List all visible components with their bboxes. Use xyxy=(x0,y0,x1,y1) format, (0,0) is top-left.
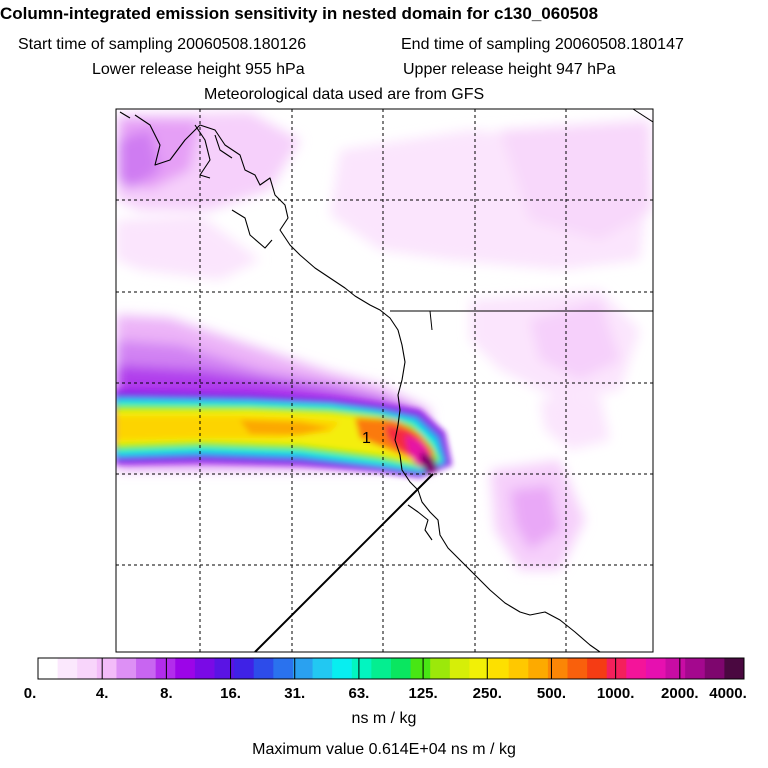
colorbar-swatch xyxy=(449,658,470,679)
colorbar-swatch xyxy=(77,658,98,679)
colorbar-swatch xyxy=(116,658,137,679)
colorbar-swatch xyxy=(38,658,59,679)
colorbar-label: 0. xyxy=(23,685,37,702)
colorbar-swatch xyxy=(371,658,392,679)
colorbar-swatch xyxy=(273,658,294,679)
colorbar-swatch xyxy=(214,658,235,679)
colorbar-units: ns m / kg xyxy=(351,710,417,727)
met-data-label: Meteorological data used are from GFS xyxy=(204,86,485,103)
colorbar-label: 125. xyxy=(408,685,438,702)
colorbar-label: 500. xyxy=(536,685,567,702)
start-time-label: Start time of sampling 20060508.180126 xyxy=(18,36,307,53)
lower-height-label: Lower release height 955 hPa xyxy=(92,61,305,78)
colorbar-swatch xyxy=(665,658,686,679)
colorbar-label: 2000. xyxy=(661,685,699,702)
colorbar-swatch xyxy=(391,658,412,679)
colorbar-swatch xyxy=(508,658,529,679)
colorbar-label: 63. xyxy=(348,685,370,702)
colorbar-swatch xyxy=(430,658,451,679)
colorbar-swatch xyxy=(587,658,608,679)
upper-height-label: Upper release height 947 hPa xyxy=(403,61,616,78)
map-frame xyxy=(115,108,654,653)
colorbar-swatch xyxy=(685,658,706,679)
colorbar-swatch xyxy=(312,658,333,679)
colorbar-swatch xyxy=(704,658,725,679)
release-marker: 1 xyxy=(362,430,371,447)
colorbar-swatch xyxy=(528,658,549,679)
colorbar-swatch xyxy=(175,658,196,679)
colorbar-label: 4. xyxy=(95,685,109,702)
colorbar-swatch xyxy=(253,658,274,679)
coastline xyxy=(119,111,601,652)
colorbar-label: 8. xyxy=(160,685,173,702)
colorbar-swatch xyxy=(724,658,745,679)
max-value-label: Maximum value 0.614E+04 ns m / kg xyxy=(252,741,516,758)
colorbar-swatch xyxy=(469,658,490,679)
grid-lines xyxy=(116,109,653,652)
colorbar-swatch xyxy=(194,658,215,679)
colorbar-swatch xyxy=(489,658,510,679)
colorbar-swatch xyxy=(645,658,667,679)
colorbar-label: 31. xyxy=(284,685,306,702)
map-panel xyxy=(116,109,653,652)
release-track xyxy=(254,473,434,652)
colorbar-swatch xyxy=(136,658,157,679)
page-title: Column-integrated emission sensitivity i… xyxy=(0,4,599,23)
border-line xyxy=(390,109,653,331)
colorbar-frame xyxy=(37,657,745,680)
colorbar-swatch xyxy=(96,658,117,679)
colorbar-swatch xyxy=(410,658,431,679)
colorbar-swatch xyxy=(606,658,627,679)
colorbar-swatch xyxy=(155,658,176,679)
colorbar-swatch xyxy=(292,658,314,679)
plume-core xyxy=(116,390,452,478)
colorbar-label: 250. xyxy=(472,685,502,702)
colorbar-label: 16. xyxy=(220,685,241,702)
colorbar-swatch xyxy=(547,658,568,679)
colorbar-swatch xyxy=(626,658,647,679)
colorbar-swatch xyxy=(351,658,372,679)
colorbar-swatch xyxy=(332,658,353,679)
colorbar-swatch xyxy=(567,658,588,679)
colorbar-swatch xyxy=(234,658,255,679)
end-time-label: End time of sampling 20060508.180147 xyxy=(401,36,684,53)
colorbar-label: 4000. xyxy=(709,685,747,702)
colorbar xyxy=(37,657,745,680)
colorbar-swatch xyxy=(57,658,78,679)
colorbar-label: 1000. xyxy=(596,685,635,702)
